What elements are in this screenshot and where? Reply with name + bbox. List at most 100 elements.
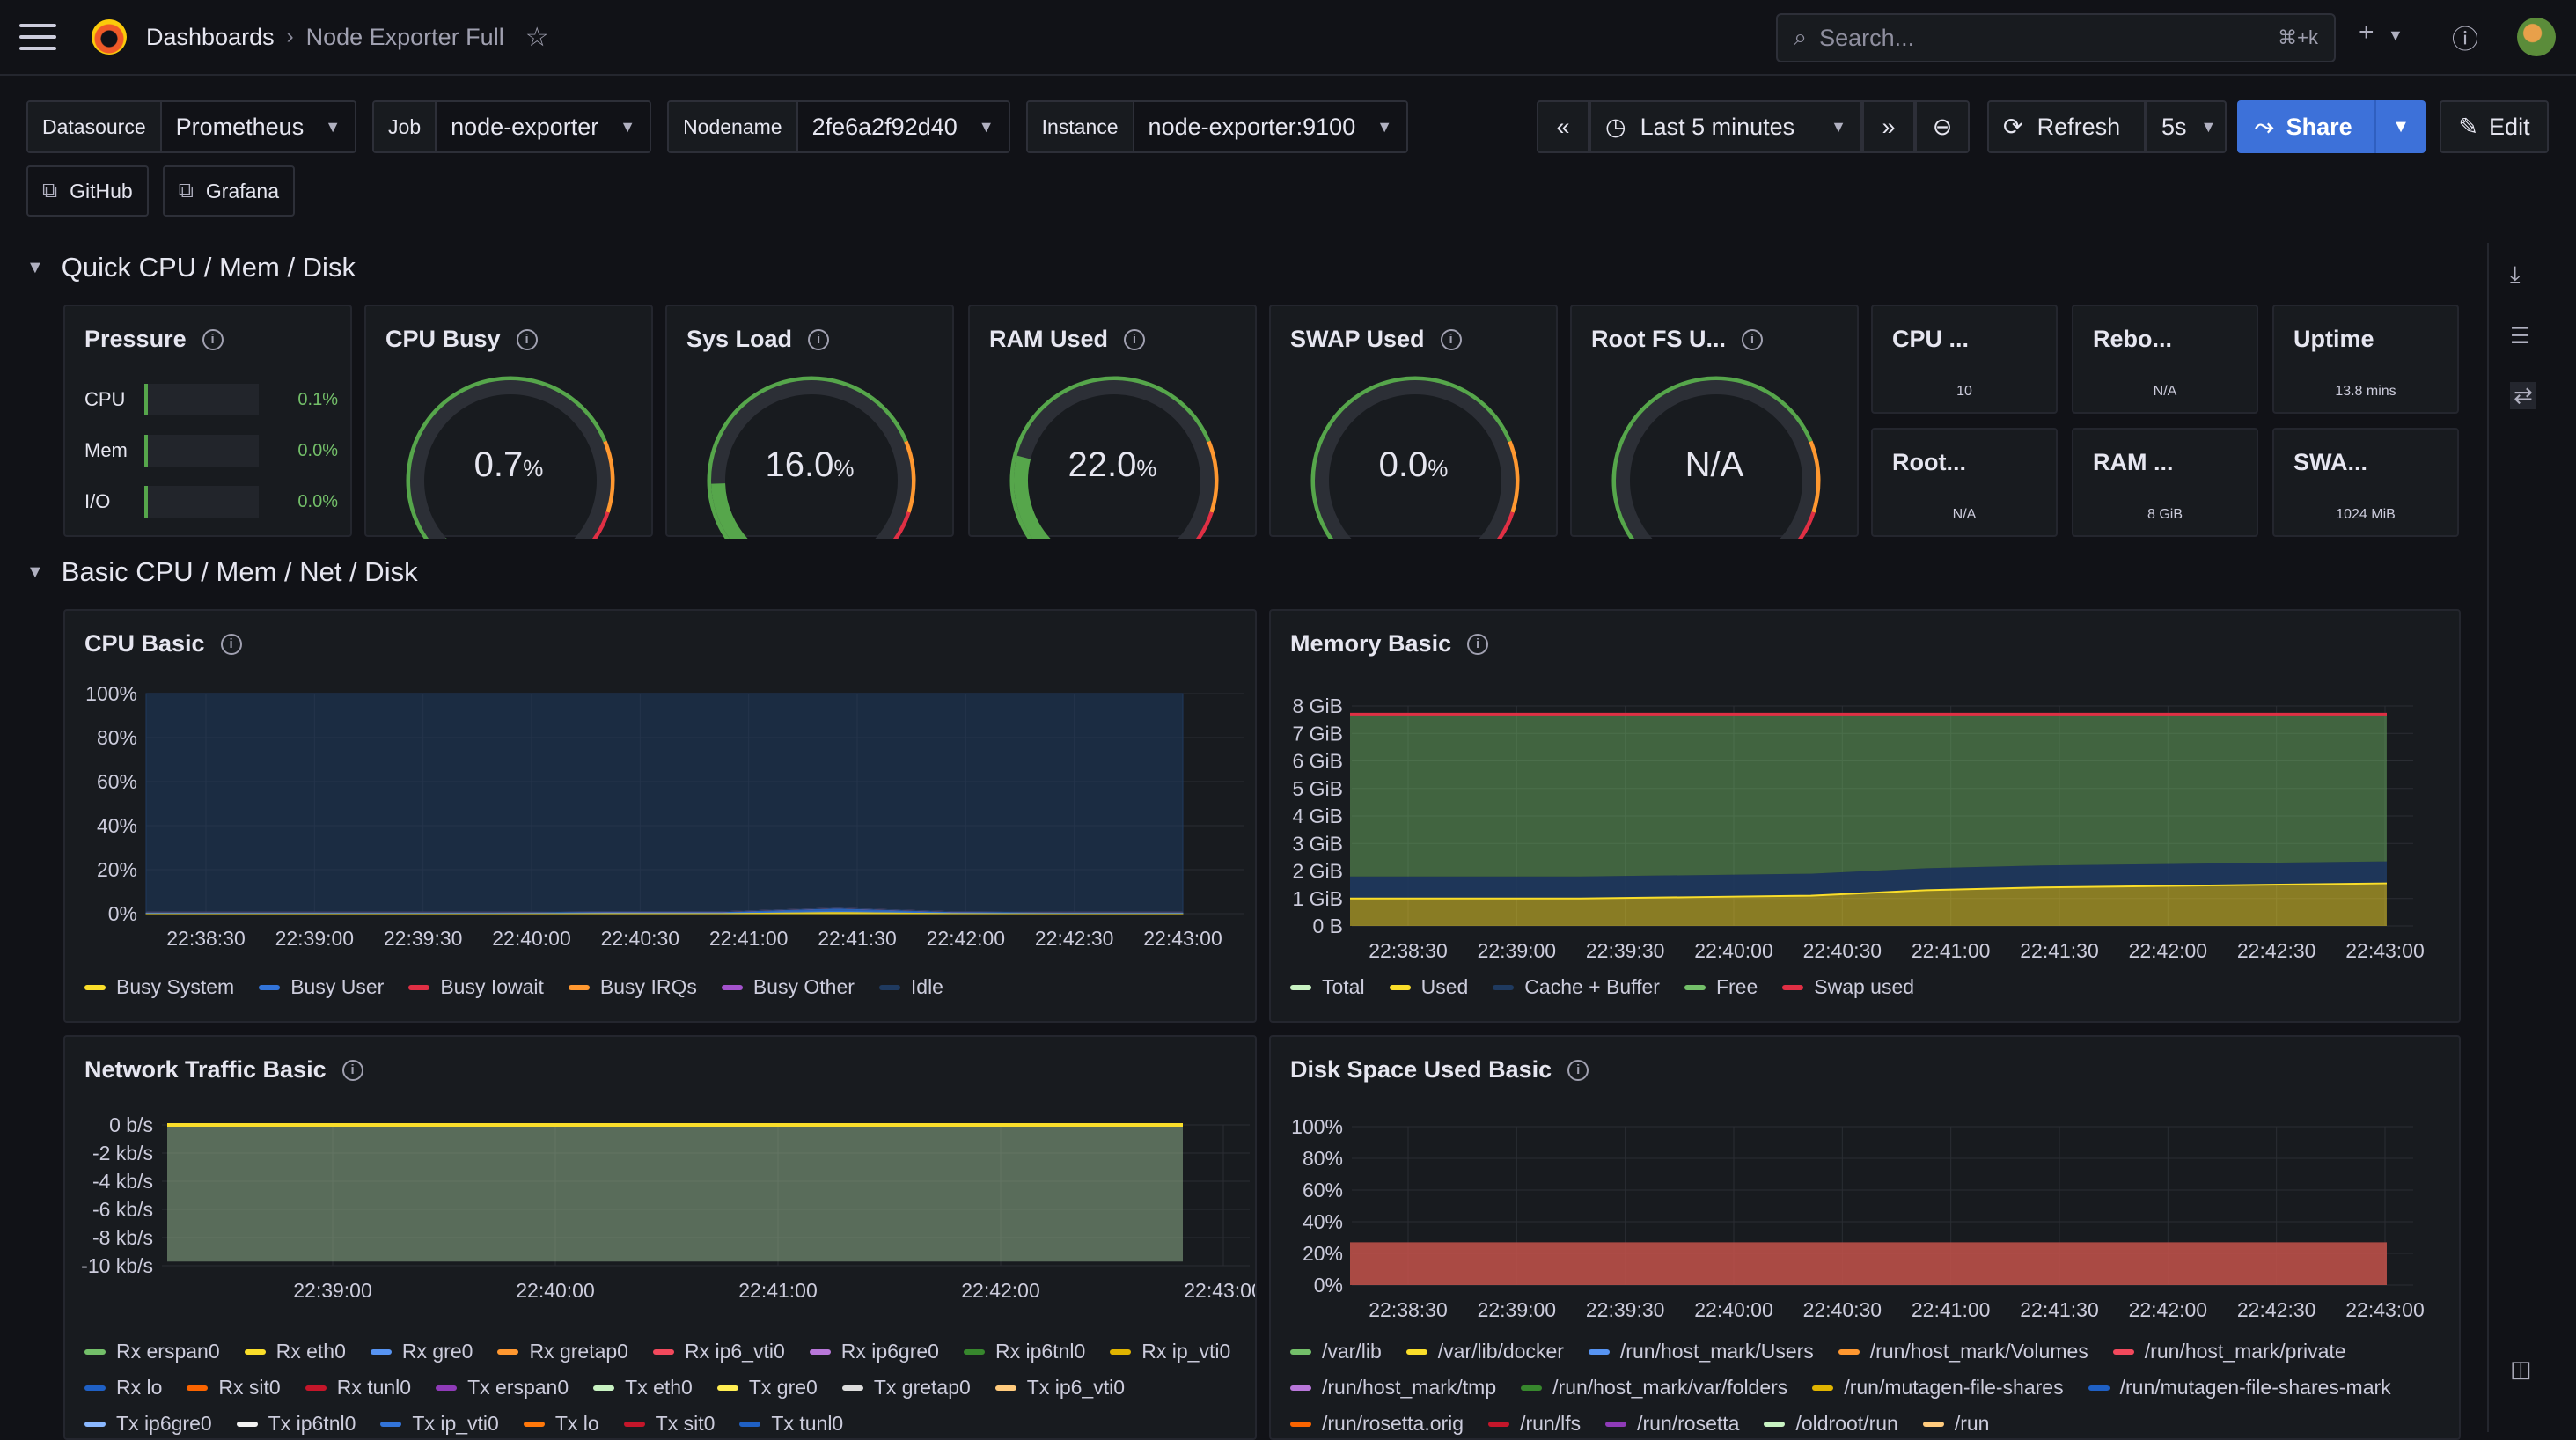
legend-item[interactable]: Tx erspan0 — [436, 1376, 569, 1400]
legend-item[interactable]: Rx gre0 — [370, 1340, 473, 1363]
variable-value[interactable]: node-exporter:9100 — [1148, 113, 1356, 140]
outline-icon[interactable]: ☰ — [2510, 322, 2531, 349]
time-forward-button[interactable]: » — [1862, 100, 1915, 153]
legend-item[interactable]: /run/host_mark/tmp — [1290, 1376, 1496, 1400]
panel-pressure[interactable]: Pressure i CPU 0.1% Mem 0.0% I/O 0.0% — [63, 305, 352, 537]
legend-item[interactable]: Rx ip6_vti0 — [652, 1340, 785, 1363]
breadcrumb-dashboards[interactable]: Dashboards — [146, 23, 275, 50]
download-icon[interactable]: ⤓ — [2510, 261, 2521, 287]
legend-item[interactable]: Tx tunl0 — [739, 1412, 843, 1436]
legend-item[interactable]: Rx erspan0 — [84, 1340, 220, 1363]
refresh-button[interactable]: ⟳ Refresh — [1987, 100, 2146, 153]
panel-stat[interactable]: Root... N/A — [1871, 428, 2058, 537]
info-icon[interactable]: i — [1440, 328, 1462, 350]
legend-item[interactable]: Rx tunl0 — [305, 1376, 411, 1400]
search-input[interactable]: ⌕ Search... ⌘+k — [1776, 13, 2336, 62]
panel-disk-space-used-basic[interactable]: Disk Space Used Basic i 0% 20% 40% 60% 80% 100… — [1269, 1035, 2461, 1440]
panel-stat[interactable]: Uptime 13.8 mins — [2272, 305, 2459, 414]
legend-item[interactable]: /run/mutagen-file-shares — [1812, 1376, 2064, 1400]
zoom-out-button[interactable]: ⊖ — [1915, 100, 1970, 153]
legend-item[interactable]: Tx eth0 — [593, 1376, 693, 1400]
legend-item[interactable]: /run/rosetta — [1605, 1412, 1739, 1436]
legend-item[interactable]: Tx ip6tnl0 — [236, 1412, 356, 1436]
legend-item[interactable]: Tx ip_vti0 — [380, 1412, 499, 1436]
legend-item[interactable]: /var/lib — [1290, 1340, 1382, 1363]
panel-gauge[interactable]: SWAP Used i 0.0% — [1269, 305, 1558, 539]
share-dropdown-icon[interactable]: ▼ — [2392, 116, 2410, 136]
chevron-down-icon[interactable]: ▼ — [325, 117, 341, 136]
legend-item[interactable]: /var/lib/docker — [1405, 1340, 1564, 1363]
legend-item[interactable]: Rx ip_vti0 — [1110, 1340, 1230, 1363]
variable-value[interactable]: 2fe6a2f92d40 — [811, 113, 958, 140]
panel-stat[interactable]: SWA... 1024 MiB — [2272, 428, 2459, 537]
edit-button[interactable]: ✎ Edit — [2440, 100, 2549, 153]
chevron-down-icon[interactable]: ▼ — [26, 562, 44, 582]
panel-stat[interactable]: CPU ... 10 — [1871, 305, 2058, 414]
legend-item[interactable]: /run/host_mark/private — [2112, 1340, 2346, 1363]
variable-job[interactable]: Job node-exporter ▼ — [372, 100, 652, 153]
legend-item[interactable]: Tx gretap0 — [841, 1376, 971, 1400]
link-github[interactable]: ⧉ GitHub — [26, 165, 149, 217]
info-icon[interactable]: i — [1741, 328, 1763, 350]
legend-item[interactable]: Rx lo — [84, 1376, 162, 1400]
link-grafana[interactable]: ⧉ Grafana — [162, 165, 295, 217]
legend-item[interactable]: Tx lo — [523, 1412, 599, 1436]
info-icon[interactable]: i — [220, 633, 242, 655]
legend-item[interactable]: /oldroot/run — [1764, 1412, 1898, 1436]
grafana-logo-icon[interactable] — [92, 19, 127, 55]
legend-item[interactable]: /run/mutagen-file-shares-mark — [2088, 1376, 2391, 1400]
legend-item[interactable]: Used — [1389, 975, 1468, 999]
variable-value[interactable]: Prometheus — [175, 113, 305, 140]
legend-item[interactable]: Busy IRQs — [568, 975, 697, 999]
panel-network-traffic-basic[interactable]: Network Traffic Basic i -10 kb/s -8 kb/s -6… — [63, 1035, 1257, 1440]
panel-toggle-icon[interactable]: ◫ — [2510, 1356, 2532, 1382]
panel-stat[interactable]: Rebo... N/A — [2072, 305, 2258, 414]
star-icon[interactable]: ☆ — [525, 22, 549, 52]
share-button[interactable]: ⤳ Share ▼ — [2237, 100, 2426, 153]
row-header-quick[interactable]: ▼ Quick CPU / Mem / Disk — [26, 252, 356, 283]
refresh-interval-picker[interactable]: 5s ▼ — [2146, 100, 2227, 153]
info-icon[interactable]: i — [1467, 633, 1489, 655]
legend-item[interactable]: Idle — [878, 975, 943, 999]
time-range-picker[interactable]: ◷ Last 5 minutes ▼ — [1589, 100, 1862, 153]
chevron-down-icon[interactable]: ▼ — [620, 117, 636, 136]
chevron-down-icon[interactable]: ▼ — [1376, 117, 1393, 136]
time-back-button[interactable]: « — [1537, 100, 1589, 153]
variable-nodename[interactable]: Nodename 2fe6a2f92d40 ▼ — [667, 100, 1010, 153]
legend-item[interactable]: Busy Other — [721, 975, 855, 999]
legend-item[interactable]: Cache + Buffer — [1493, 975, 1660, 999]
legend-item[interactable]: Rx sit0 — [187, 1376, 281, 1400]
variable-instance[interactable]: Instance node-exporter:9100 ▼ — [1025, 100, 1409, 153]
legend-item[interactable]: /run — [1922, 1412, 1989, 1436]
legend-item[interactable]: Free — [1684, 975, 1758, 999]
legend-item[interactable]: Swap used — [1782, 975, 1914, 999]
legend-item[interactable]: Rx eth0 — [244, 1340, 346, 1363]
legend-item[interactable]: Total — [1290, 975, 1365, 999]
legend-item[interactable]: Tx ip6gre0 — [84, 1412, 212, 1436]
panel-gauge[interactable]: Sys Load i 16.0% — [665, 305, 954, 539]
legend-item[interactable]: Busy Iowait — [408, 975, 544, 999]
panel-memory-basic[interactable]: Memory Basic i 0 B 1 GiB 2 GiB 3 GiB 4 GiB 5 G… — [1269, 609, 2461, 1023]
legend-item[interactable]: Busy User — [259, 975, 384, 999]
add-icon[interactable]: + — [2359, 18, 2374, 47]
legend-item[interactable]: /run/host_mark/Users — [1588, 1340, 1814, 1363]
info-icon[interactable]: i — [1124, 328, 1146, 350]
variable-datasource[interactable]: Datasource Prometheus ▼ — [26, 100, 357, 153]
variable-value[interactable]: node-exporter — [451, 113, 599, 140]
chevron-down-icon[interactable]: ▼ — [26, 257, 44, 277]
legend-item[interactable]: Rx ip6tnl0 — [963, 1340, 1085, 1363]
panel-cpu-basic[interactable]: CPU Basic i 0% 20% 40% 60% 80% 100% 22:38:30 22:… — [63, 609, 1257, 1023]
info-icon[interactable]: i — [1567, 1059, 1589, 1081]
legend-item[interactable]: Tx sit0 — [623, 1412, 715, 1436]
panel-stat[interactable]: RAM ... 8 GiB — [2072, 428, 2258, 537]
legend-item[interactable]: /run/host_mark/Volumes — [1838, 1340, 2088, 1363]
info-icon[interactable]: i — [808, 328, 830, 350]
legend-item[interactable]: Tx ip6_vti0 — [994, 1376, 1125, 1400]
row-header-basic[interactable]: ▼ Basic CPU / Mem / Net / Disk — [26, 556, 418, 588]
legend-item[interactable]: /run/host_mark/var/folders — [1521, 1376, 1787, 1400]
legend-item[interactable]: /run/rosetta.orig — [1290, 1412, 1464, 1436]
legend-item[interactable]: Tx gre0 — [716, 1376, 818, 1400]
panel-gauge[interactable]: RAM Used i 22.0% — [968, 305, 1257, 539]
chevron-down-icon[interactable]: ▼ — [2388, 26, 2404, 44]
legend-item[interactable]: Busy System — [84, 975, 234, 999]
